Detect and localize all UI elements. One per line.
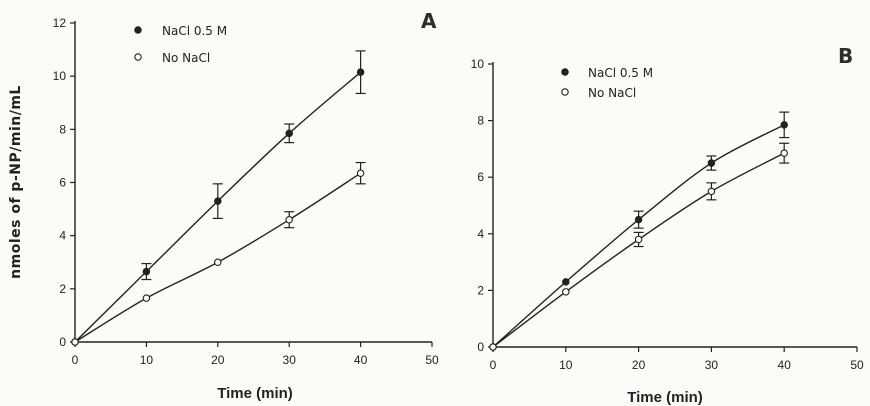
panel-a-point-no-nacl	[214, 258, 222, 266]
panel-a-y-tick-label: 2	[59, 282, 66, 296]
panel-a-x-tick-label: 30	[283, 353, 297, 367]
panel-a-y-tick-label: 10	[53, 69, 67, 83]
panel-b-legend-marker-no-nacl	[561, 88, 569, 96]
panel-b-x-tick-label: 50	[850, 358, 864, 372]
panel-b-legend-label-nacl: NaCl 0.5 M	[588, 66, 653, 80]
panel-b-point-no-nacl	[707, 187, 716, 196]
panel-a-x-tick-label: 20	[211, 353, 225, 367]
panel-a-y-axis-label: nmoles of p-NP/min/mL	[8, 85, 24, 279]
panel-a-point-nacl	[142, 267, 151, 276]
panel-b-point-nacl	[634, 215, 643, 224]
panel-b-chart: 0 10 20 30 40 50 0 2 4 6 8 10 Time (min) NaCl 0.5 M No…	[471, 57, 864, 406]
panel-b-point-no-nacl	[780, 149, 788, 157]
panel-a-x-tick-label: 0	[72, 353, 79, 367]
panel-b-point-no-nacl	[562, 288, 570, 296]
panel-b-y-tick-label: 0	[477, 340, 484, 354]
panel-b-x-tick-label: 30	[705, 358, 719, 372]
panel-a-x-tick-label: 40	[354, 353, 368, 367]
panel-a-legend-marker-no-nacl	[134, 53, 142, 61]
panel-a-point-nacl	[285, 129, 293, 138]
panel-b-x-tick-label: 40	[778, 358, 792, 372]
panel-b-series-line-no-nacl	[492, 152, 785, 348]
panel-a-point-no-nacl	[71, 338, 79, 346]
panel-b-y-tick-label: 10	[471, 57, 485, 71]
panel-b-legend-label-no-nacl: No NaCl	[588, 86, 636, 100]
panel-b-point-no-nacl	[489, 343, 497, 351]
panel-b-y-tick-label: 2	[477, 283, 484, 297]
panel-b-letter: B	[838, 44, 853, 68]
panel-a-legend-label-no-nacl: No NaCl	[162, 51, 210, 65]
panel-a-y-tick-label: 4	[59, 229, 66, 243]
panel-a-point-no-nacl	[142, 294, 151, 302]
panel-b-point-nacl	[780, 121, 788, 129]
panel-a-y-tick-label: 6	[59, 176, 66, 190]
panel-b-x-tick-label: 10	[559, 358, 573, 372]
panel-a-x-axis-label: Time (min)	[217, 385, 293, 402]
panel-a-x-tick-label: 10	[140, 353, 154, 367]
panel-b-point-nacl	[707, 159, 716, 167]
panel-b-y-tick-label: 8	[477, 114, 484, 128]
panel-b-x-tick-label: 0	[490, 358, 497, 372]
panel-a-letter: A	[421, 9, 437, 33]
panel-b-legend-marker-nacl	[561, 68, 569, 76]
panel-b-point-nacl	[562, 278, 570, 286]
panel-a-point-no-nacl	[356, 169, 365, 177]
panel-a-point-no-nacl	[285, 215, 293, 224]
panel-a-y-tick-label: 12	[53, 16, 67, 30]
panel-a-legend-marker-nacl	[134, 26, 142, 34]
panel-a-y-tick-label: 8	[59, 122, 66, 136]
panel-b-x-axis-label: Time (min)	[627, 389, 703, 406]
panel-a-point-nacl	[356, 68, 365, 76]
panel-a-chart: 0 10 20 30 40 50 0 2 4 6 8 10 12 Time (min) nmoles of …	[8, 16, 439, 402]
panel-b-point-no-nacl	[634, 235, 643, 244]
panel-a-y-tick-label: 0	[59, 335, 66, 349]
panel-b-x-tick-label: 20	[632, 358, 646, 372]
panel-a-point-nacl	[214, 197, 222, 205]
panel-a-x-tick-label: 50	[425, 353, 439, 367]
panel-b-y-tick-label: 6	[477, 170, 484, 184]
panel-b-y-tick-label: 4	[477, 227, 484, 241]
panel-a-legend-label-nacl: NaCl 0.5 M	[162, 24, 227, 38]
